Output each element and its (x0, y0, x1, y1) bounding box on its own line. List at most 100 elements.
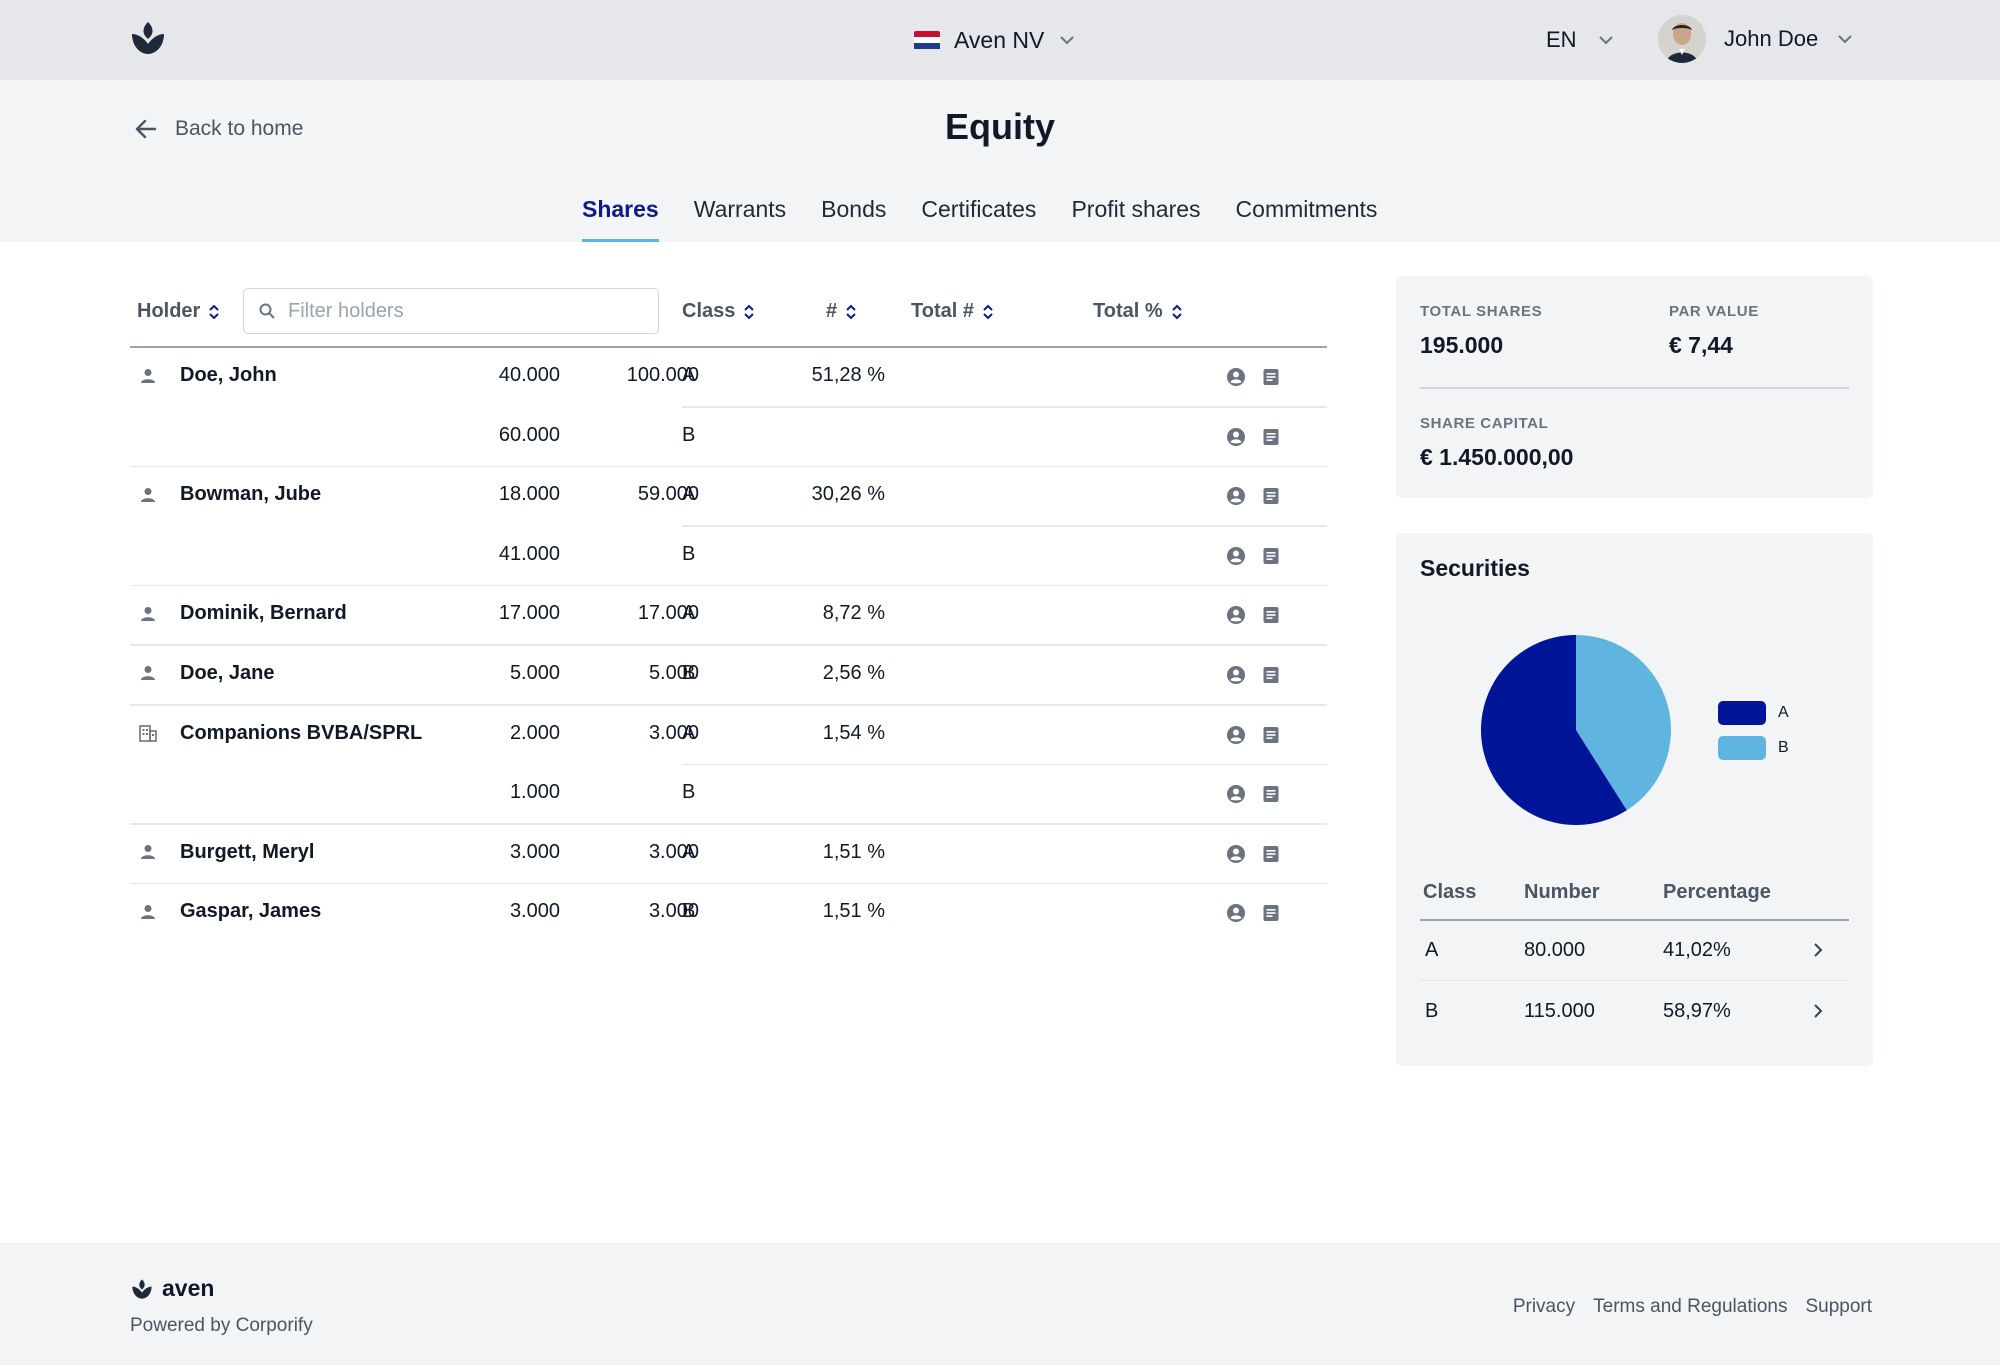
account-circle-icon[interactable] (1225, 783, 1247, 805)
tab-certificates[interactable]: Certificates (921, 196, 1037, 222)
footer-brand[interactable]: aven (130, 1275, 214, 1302)
privacy-link[interactable]: Privacy (1512, 1296, 1576, 1317)
user-menu[interactable]: John Doe (1658, 14, 1854, 64)
row-actions (1225, 843, 1282, 865)
chevron-down-icon (1598, 36, 1613, 45)
par-value-value: € 7,44 (1669, 332, 1733, 358)
person-icon (138, 366, 158, 386)
total-cell: 5.000 (648, 661, 699, 684)
document-icon[interactable] (1260, 485, 1282, 507)
securities-row-class: A (1425, 939, 1439, 961)
column-header-class[interactable]: Class (682, 300, 755, 323)
language-label: EN (1546, 27, 1577, 52)
organization-selector[interactable]: Aven NV (914, 22, 1076, 58)
securities-col-class: Class (1423, 881, 1477, 903)
securities-row-class: B (1425, 1000, 1439, 1022)
person-icon (138, 842, 158, 862)
table-row: Doe, John A 40.000 100.000 51,28 % (130, 348, 1327, 408)
holder-cell[interactable]: Dominik, Bernard (138, 602, 347, 625)
person-icon (138, 604, 158, 624)
support-link[interactable]: Support (1805, 1296, 1872, 1317)
column-header-holder[interactable]: Holder (137, 300, 220, 323)
chevron-down-icon (1060, 36, 1075, 45)
table-row: Companions BVBA/SPRL A 2.000 3.000 1,54 % (130, 706, 1327, 766)
tab-shares[interactable]: Shares (582, 196, 659, 242)
row-actions (1225, 545, 1282, 567)
aven-logo[interactable] (128, 18, 168, 58)
account-circle-icon[interactable] (1225, 664, 1247, 686)
document-icon[interactable] (1260, 426, 1282, 448)
chevron-right-icon (1814, 1004, 1823, 1018)
row-divider (130, 465, 1327, 468)
tab-profit-shares[interactable]: Profit shares (1071, 196, 1201, 222)
securities-row[interactable]: A 80.000 41,02% (1420, 921, 1849, 981)
holder-cell[interactable]: Companions BVBA/SPRL (138, 722, 422, 745)
number-column-label: # (826, 300, 838, 322)
column-header-total-percent[interactable]: Total % (1093, 300, 1183, 323)
document-icon[interactable] (1260, 783, 1282, 805)
table-row: Burgett, Meryl A 3.000 3.000 1,51 % (130, 825, 1327, 885)
sort-icon (846, 304, 856, 319)
securities-title: Securities (1420, 555, 1530, 581)
securities-row-number: 80.000 (1524, 939, 1586, 961)
back-to-home-link[interactable]: Back to home (133, 116, 303, 142)
holder-name: Doe, Jane (180, 661, 275, 684)
top-bar: Aven NV EN John Doe (0, 0, 2000, 80)
netherlands-flag-icon (914, 30, 940, 50)
document-icon[interactable] (1260, 604, 1282, 626)
tab-bonds[interactable]: Bonds (821, 196, 887, 222)
securities-row[interactable]: B 115.000 58,97% (1420, 982, 1849, 1042)
holder-cell[interactable]: Burgett, Meryl (138, 841, 314, 864)
tab-warrants[interactable]: Warrants (693, 196, 787, 222)
user-name: John Doe (1724, 26, 1819, 51)
account-circle-icon[interactable] (1225, 426, 1247, 448)
account-circle-icon[interactable] (1225, 724, 1247, 746)
document-icon[interactable] (1260, 724, 1282, 746)
total-percent-cell: 2,56 % (822, 661, 885, 684)
equity-tabs: Shares Warrants Bonds Certificates Profit sh… (582, 196, 1377, 242)
document-icon[interactable] (1260, 545, 1282, 567)
legend-item: A (1718, 695, 1789, 730)
number-cell: 40.000 (498, 364, 560, 386)
holder-cell[interactable]: Gaspar, James (138, 900, 321, 923)
class-cell: A (682, 483, 696, 506)
row-divider (130, 823, 1327, 825)
column-header-total[interactable]: Total # (911, 300, 994, 323)
page-header (0, 80, 2000, 242)
account-circle-icon[interactable] (1225, 366, 1247, 388)
holders-table-header: Holder Class # Total # Total % (130, 282, 1327, 348)
account-circle-icon[interactable] (1225, 604, 1247, 626)
account-circle-icon[interactable] (1225, 485, 1247, 507)
tab-commitments[interactable]: Commitments (1235, 196, 1378, 222)
table-row: Bowman, Jube A 18.000 59.000 30,26 % (130, 467, 1327, 527)
account-circle-icon[interactable] (1225, 843, 1247, 865)
sort-icon (744, 304, 755, 319)
account-circle-icon[interactable] (1225, 902, 1247, 924)
language-selector[interactable]: EN (1546, 22, 1615, 58)
holder-cell[interactable]: Doe, John (138, 364, 277, 387)
row-actions (1225, 426, 1282, 448)
terms-link[interactable]: Terms and Regulations (1593, 1296, 1788, 1317)
document-icon[interactable] (1260, 843, 1282, 865)
total-shares-value: 195.000 (1420, 332, 1504, 358)
document-icon[interactable] (1260, 366, 1282, 388)
total-cell: 100.000 (626, 364, 699, 386)
securities-row-percentage: 58,97% (1663, 1000, 1731, 1022)
table-row: Doe, Jane B 5.000 5.000 2,56 % (130, 646, 1327, 706)
filter-holders-input[interactable] (288, 299, 628, 323)
class-cell: B (682, 423, 696, 446)
footer-links: Privacy Terms and Regulations Support (1513, 1296, 1872, 1318)
securities-row-percentage: 41,02% (1663, 939, 1731, 961)
sort-icon (209, 304, 220, 319)
total-cell: 17.000 (637, 602, 699, 625)
column-header-number[interactable]: # (826, 300, 857, 323)
account-circle-icon[interactable] (1225, 545, 1247, 567)
holder-cell[interactable]: Doe, Jane (138, 662, 274, 685)
number-cell: 60.000 (498, 423, 560, 446)
document-icon[interactable] (1260, 664, 1282, 686)
document-icon[interactable] (1260, 902, 1282, 924)
holder-cell[interactable]: Bowman, Jube (138, 483, 321, 506)
class-cell: B (682, 781, 696, 804)
search-icon (259, 303, 275, 319)
filter-holders-input-wrapper[interactable] (243, 288, 659, 334)
